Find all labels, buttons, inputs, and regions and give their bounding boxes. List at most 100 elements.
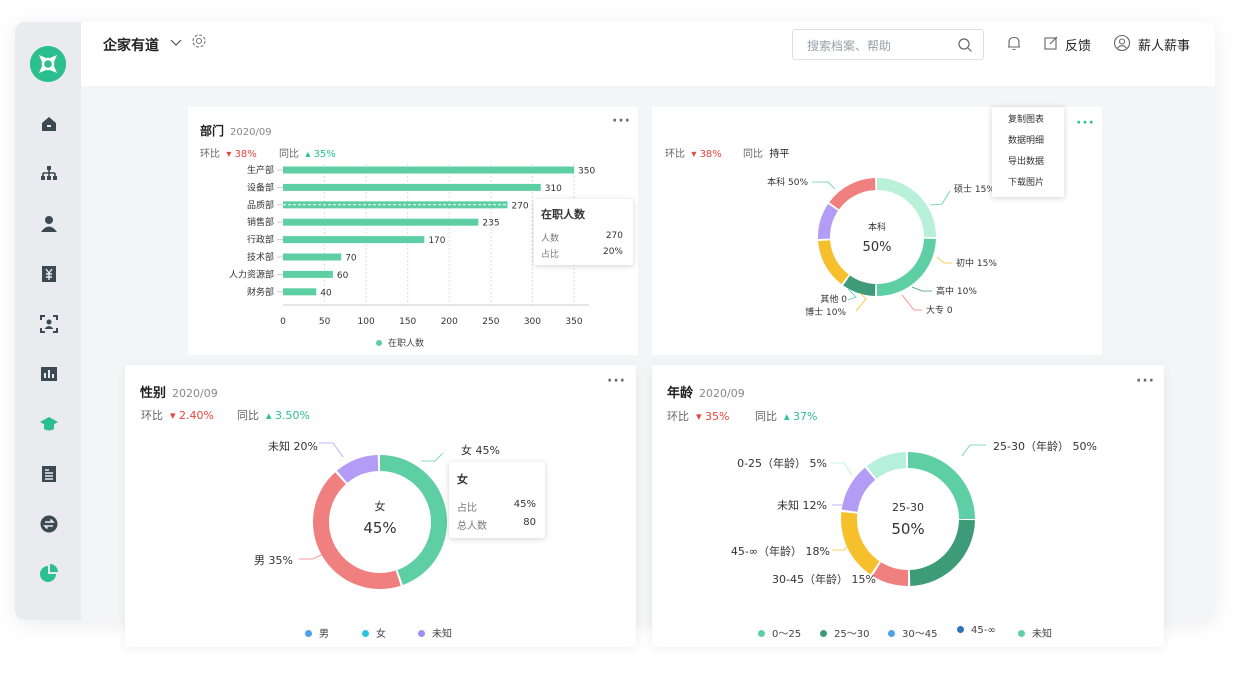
- sidebar-item-face-scan[interactable]: [38, 313, 60, 335]
- leader-line: [421, 452, 444, 462]
- sidebar-item-pie-chart[interactable]: [38, 562, 60, 584]
- mom-stat: 环比 ▾ 2.40%: [141, 409, 214, 422]
- user-avatar-icon[interactable]: [1113, 34, 1131, 56]
- slice-label: 45-∞（年龄） 18%: [731, 544, 830, 558]
- slice-25-30（年龄）[interactable]: [908, 452, 975, 519]
- slice-本科[interactable]: [877, 238, 936, 296]
- bar-财务部[interactable]: [283, 288, 317, 296]
- person-icon: [41, 216, 57, 232]
- sidebar-item-salary[interactable]: [38, 263, 60, 285]
- leader-line: [830, 462, 853, 476]
- menu-item-1[interactable]: 数据明细: [1008, 136, 1045, 146]
- chevron-down-icon[interactable]: [169, 34, 183, 53]
- leader-line: [319, 442, 344, 458]
- sidebar-item-home[interactable]: [38, 113, 60, 135]
- face-scan-icon: [40, 315, 58, 333]
- legend-dot: [376, 340, 382, 346]
- slice-女[interactable]: [380, 455, 448, 585]
- card-date: 2020/09: [699, 387, 745, 400]
- center-label: 女: [375, 499, 386, 513]
- center-label: 25-30: [892, 501, 924, 514]
- slice-label: 高中 10%: [936, 285, 977, 297]
- slice-男[interactable]: [313, 472, 401, 589]
- graduation-cap-icon: [40, 417, 58, 431]
- bar-销售部[interactable]: [283, 218, 479, 226]
- yoy-stat: 同比 ▴ 37%: [755, 410, 818, 423]
- bar-chart-icon: [41, 367, 57, 381]
- sidebar-item-document[interactable]: [38, 463, 60, 485]
- more-options-icon[interactable]: ···: [1076, 115, 1095, 131]
- slice-高中[interactable]: [843, 275, 876, 296]
- more-options-icon[interactable]: ···: [607, 373, 626, 389]
- category-label: 行政部: [247, 234, 274, 246]
- sidebar-item-person[interactable]: [38, 213, 60, 235]
- x-tick-label: 0: [280, 317, 286, 327]
- sidebar-item-bar-chart[interactable]: [38, 363, 60, 385]
- sidebar: [15, 22, 81, 620]
- mom-stat: 环比 ▾ 38%: [665, 149, 722, 160]
- legend-item-0[interactable]: 0～25: [758, 625, 801, 640]
- user-name[interactable]: 薪人薪事: [1138, 39, 1191, 54]
- legend-item-2[interactable]: 30～45: [888, 625, 937, 640]
- top-bar: 企家有道 搜索档案、帮助 反馈 薪人薪事: [81, 22, 1215, 86]
- chart-legend[interactable]: 在职人数: [376, 336, 424, 349]
- app-logo[interactable]: [30, 46, 66, 82]
- category-label: 技术部: [247, 251, 274, 263]
- menu-item-3[interactable]: 下载图片: [1008, 178, 1045, 188]
- sidebar-item-graduation-cap[interactable]: [38, 413, 60, 435]
- x-tick-label: 350: [565, 317, 582, 327]
- department-bar-chart: 0 50 100 150 200 250 300 350 生产部 350 设备部 310 品质部 270 销…: [229, 164, 595, 327]
- sidebar-item-exchange[interactable]: [38, 513, 60, 535]
- leader-line: [901, 294, 922, 311]
- yoy-stat: 同比 ▴ 35%: [279, 149, 336, 160]
- legend-item-男[interactable]: 男: [305, 625, 329, 640]
- slice-博士[interactable]: [818, 204, 839, 240]
- slice-label: 博士 10%: [805, 306, 846, 318]
- slice-30-45（年龄）[interactable]: [872, 562, 908, 586]
- slice-初中[interactable]: [818, 240, 849, 285]
- slice-本科[interactable]: [877, 178, 936, 237]
- legend-item-1[interactable]: 25～30: [820, 625, 869, 640]
- bar-value-label: 350: [578, 167, 595, 177]
- org-chart-icon: [41, 166, 57, 180]
- legend-item-未知[interactable]: 未知: [418, 625, 452, 640]
- menu-item-2[interactable]: 导出数据: [1008, 157, 1045, 167]
- salary-icon: [42, 266, 56, 282]
- company-name[interactable]: 企家有道: [103, 38, 159, 54]
- bar-value-label: 270: [511, 201, 528, 211]
- more-options-icon[interactable]: ···: [612, 113, 631, 129]
- legend-item-女[interactable]: 女: [362, 625, 386, 640]
- sidebar-item-org-chart[interactable]: [38, 163, 60, 185]
- bar-行政部[interactable]: [283, 236, 425, 244]
- gender-donut-chart: 女 45% 女 45% 未知 20% 男 35%: [254, 439, 500, 589]
- slice-0-25（年龄）[interactable]: [866, 452, 907, 479]
- slice-硕士[interactable]: [829, 178, 876, 210]
- bar-value-label: 40: [320, 288, 332, 298]
- slice-45-∞（年龄）[interactable]: [841, 511, 880, 575]
- bar-人力资源部[interactable]: [283, 270, 333, 278]
- category-label: 财务部: [247, 286, 274, 298]
- edit-icon[interactable]: [1043, 35, 1059, 55]
- bar-技术部[interactable]: [283, 253, 342, 261]
- slice-未知[interactable]: [336, 455, 379, 483]
- gear-icon[interactable]: [191, 33, 207, 53]
- search-input[interactable]: 搜索档案、帮助: [792, 29, 984, 60]
- gender-tooltip: 女 占比 45% 总人数 80: [449, 462, 545, 538]
- bell-icon[interactable]: [1005, 34, 1023, 56]
- search-placeholder: 搜索档案、帮助: [807, 39, 892, 53]
- more-options-icon[interactable]: ···: [1136, 373, 1155, 389]
- slice-未知[interactable]: [841, 467, 876, 512]
- center-value: 50%: [863, 240, 892, 255]
- menu-item-0[interactable]: 复制图表: [1008, 115, 1045, 125]
- legend-item-3[interactable]: 45-∞: [957, 625, 996, 636]
- yoy-stat: 同比 ▴ 3.50%: [237, 409, 310, 422]
- slice-label: 初中 15%: [956, 257, 997, 269]
- slice-label: 未知 12%: [777, 498, 827, 512]
- search-icon[interactable]: [957, 37, 973, 53]
- feedback-link[interactable]: 反馈: [1065, 39, 1092, 54]
- x-tick-label: 100: [358, 317, 375, 327]
- slice-25-30（年龄）[interactable]: [909, 519, 975, 586]
- legend-item-4[interactable]: 未知: [1018, 625, 1052, 640]
- bar-生产部[interactable]: [283, 166, 574, 174]
- bar-设备部[interactable]: [283, 183, 541, 191]
